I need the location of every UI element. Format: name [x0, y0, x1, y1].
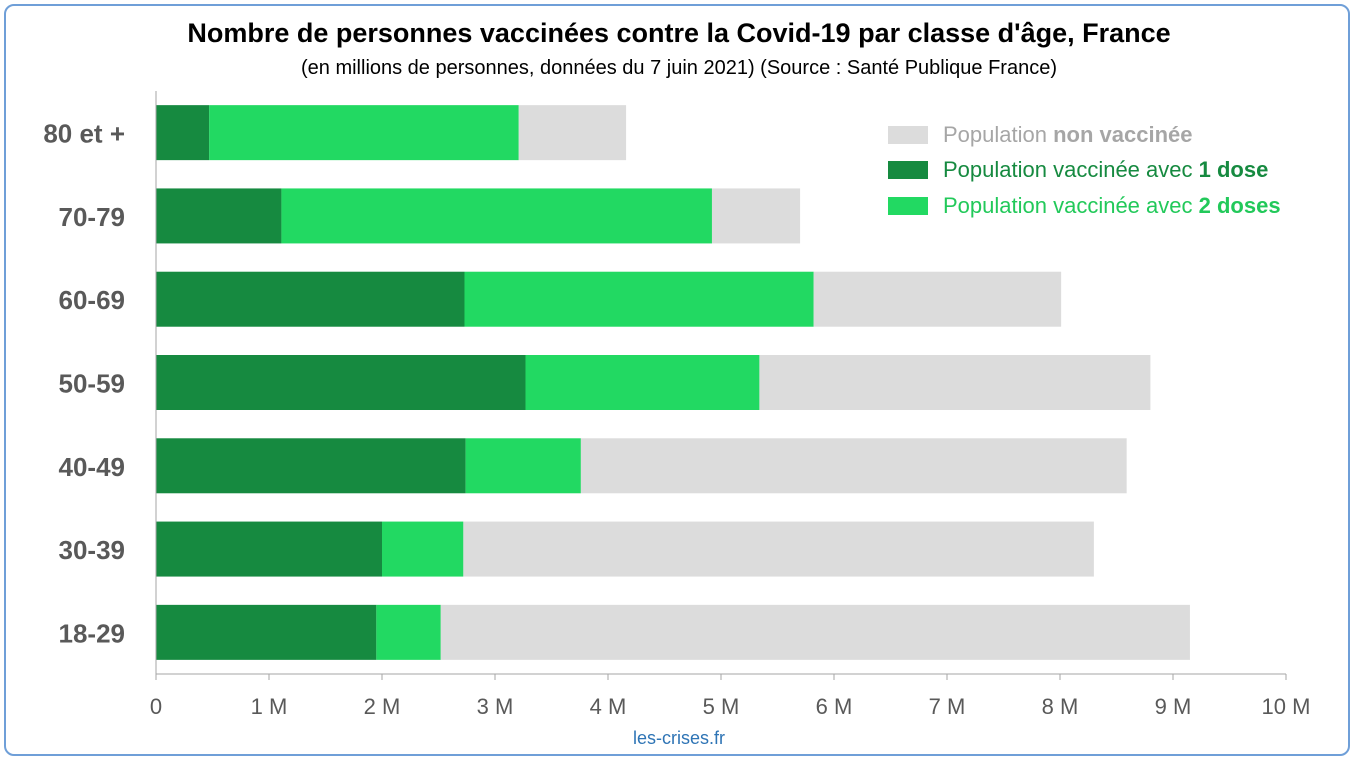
bar-1829-series1 [376, 604, 441, 660]
bar-1829-series2 [440, 604, 1190, 660]
bar-3039-series0 [156, 521, 382, 577]
legend-swatch-1dose [888, 161, 928, 180]
legend-label-1dose-b: 1 dose [1198, 157, 1269, 183]
x-tick-label: 10 M [1262, 694, 1311, 719]
chart-subtitle: (en millions de personnes, données du 7 … [300, 57, 1057, 79]
x-tick-label: 2 M [364, 694, 401, 719]
category-label: 50-59 [59, 369, 126, 399]
legend-swatch-2doses [888, 196, 928, 215]
x-axis: 0 1 M 2 M 3 M 4 M 5 M 6 M 7 M 8 M 9 M 10 M [150, 91, 1311, 719]
bar-80et-series1 [209, 105, 519, 161]
bar-7079-series2 [711, 188, 801, 244]
x-tick-label: 6 M [816, 694, 853, 719]
category-label: 60-69 [59, 285, 126, 315]
bar-5059-series2 [759, 355, 1151, 410]
bar-4049-series0 [156, 438, 466, 494]
x-tick-label: 5 M [703, 694, 740, 719]
legend-item-nonvax: Population non vaccinée [888, 117, 1281, 153]
legend-label-1dose-a: Population vaccinée avec [943, 157, 1199, 183]
legend: Population non vaccinée Population vacci… [888, 117, 1281, 224]
bar-80et-series0 [156, 105, 210, 161]
category-label: 18-29 [59, 618, 126, 648]
bar-7079-series1 [281, 188, 712, 244]
category-label: 30-39 [59, 535, 126, 565]
bar-6069-series2 [813, 271, 1062, 327]
bar-80et-series2 [518, 105, 627, 161]
legend-label-2doses-b: 2 doses [1198, 192, 1281, 218]
category-label: 80 et + [43, 119, 125, 149]
bar-layer [156, 105, 1190, 660]
legend-label-nonvax-b: non vaccinée [1053, 121, 1193, 147]
x-tick-label: 8 M [1042, 694, 1079, 719]
x-tick-label: 7 M [929, 694, 966, 719]
legend-label-nonvax-a: Population [943, 121, 1054, 147]
legend-swatch-nonvax [888, 125, 928, 144]
chart-title: Nombre de personnes vaccinées contre la … [187, 18, 1171, 48]
x-tick-label: 0 [150, 694, 162, 719]
bar-5059-series1 [525, 355, 760, 410]
legend-item-1dose: Population vaccinée avec 1 dose [888, 153, 1281, 189]
bar-6069-series1 [464, 271, 814, 327]
bar-3039-series1 [382, 521, 464, 577]
bar-3039-series2 [463, 521, 1094, 577]
category-label: 70-79 [59, 202, 126, 232]
x-tick-label: 4 M [590, 694, 627, 719]
source-credit: les-crises.fr [632, 728, 725, 748]
category-labels: 80 et + 70-79 60-69 50-59 40-49 30-39 18-29 [43, 119, 125, 649]
category-label: 40-49 [59, 452, 126, 482]
legend-label-2doses-a: Population vaccinée avec [943, 192, 1199, 218]
bar-6069-series0 [156, 271, 465, 327]
x-tick-label: 9 M [1155, 694, 1192, 719]
x-tick-label: 3 M [477, 694, 514, 719]
bar-4049-series2 [580, 438, 1127, 494]
bar-7079-series0 [156, 188, 282, 244]
bar-5059-series0 [156, 355, 526, 410]
bar-1829-series0 [156, 604, 377, 660]
legend-item-2doses: Population vaccinée avec 2 doses [888, 188, 1281, 224]
bar-4049-series1 [465, 438, 581, 494]
x-tick-label: 1 M [251, 694, 288, 719]
